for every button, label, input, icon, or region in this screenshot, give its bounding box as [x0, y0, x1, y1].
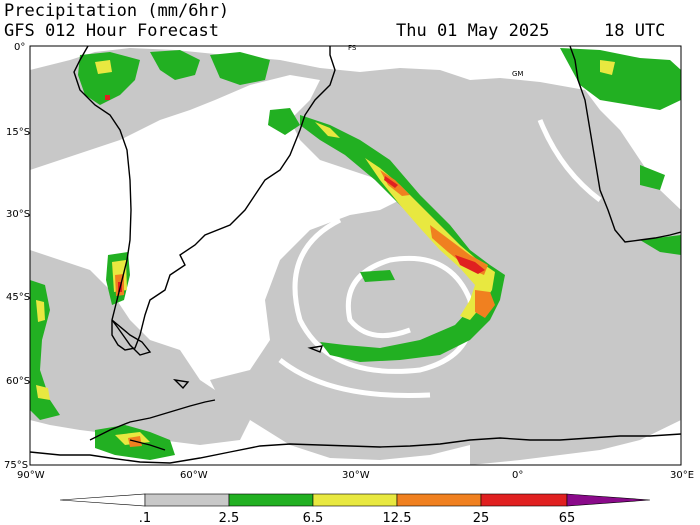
colorbar-segment-yellow: [312, 493, 398, 507]
colorbar-label-3: 12.5: [383, 511, 412, 525]
coastlines: [30, 46, 681, 464]
light-precip-areas: [30, 48, 681, 465]
colorbar-segment-orange: [396, 493, 482, 507]
lat-label-45s: 45°S: [6, 292, 30, 303]
colorbar-segment-gray: [144, 493, 230, 507]
lat-label-30s: 30°S: [6, 209, 30, 220]
lat-label-0: 0°: [14, 42, 25, 53]
colorbar-label-1: 2.5: [219, 511, 240, 525]
colorbar-label-0: .1: [139, 511, 151, 525]
lat-label-75s: 75°S: [4, 460, 28, 471]
forecast-time: 18 UTC: [604, 21, 666, 41]
lon-label-90w: 90°W: [17, 470, 45, 481]
colorbar-segment-red: [480, 493, 568, 507]
colorbar: .1 2.5 6.5 12.5 25 65: [59, 493, 651, 525]
lon-label-30w: 30°W: [342, 470, 370, 481]
lon-label-0: 0°: [512, 470, 523, 481]
colorbar-label-2: 6.5: [303, 511, 324, 525]
map-title: Precipitation (mm/6hr): [4, 1, 230, 21]
place-label-gm: GM: [512, 70, 523, 78]
colorbar-segment-purple: [566, 493, 651, 507]
lon-label-30e: 30°E: [670, 470, 694, 481]
colorbar-label-5: 65: [559, 511, 576, 525]
colorbar-segment-white: [59, 493, 146, 507]
place-label-fs: FS: [348, 44, 357, 52]
lon-label-60w: 60°W: [180, 470, 208, 481]
colorbar-label-4: 25: [473, 511, 490, 525]
forecast-label: GFS 012 Hour Forecast: [4, 21, 219, 41]
forecast-date: Thu 01 May 2025: [396, 21, 550, 41]
plot-frame: [29, 45, 682, 466]
lat-label-60s: 60°S: [6, 376, 30, 387]
colorbar-segment-green: [228, 493, 314, 507]
lat-label-15s: 15°S: [6, 127, 30, 138]
